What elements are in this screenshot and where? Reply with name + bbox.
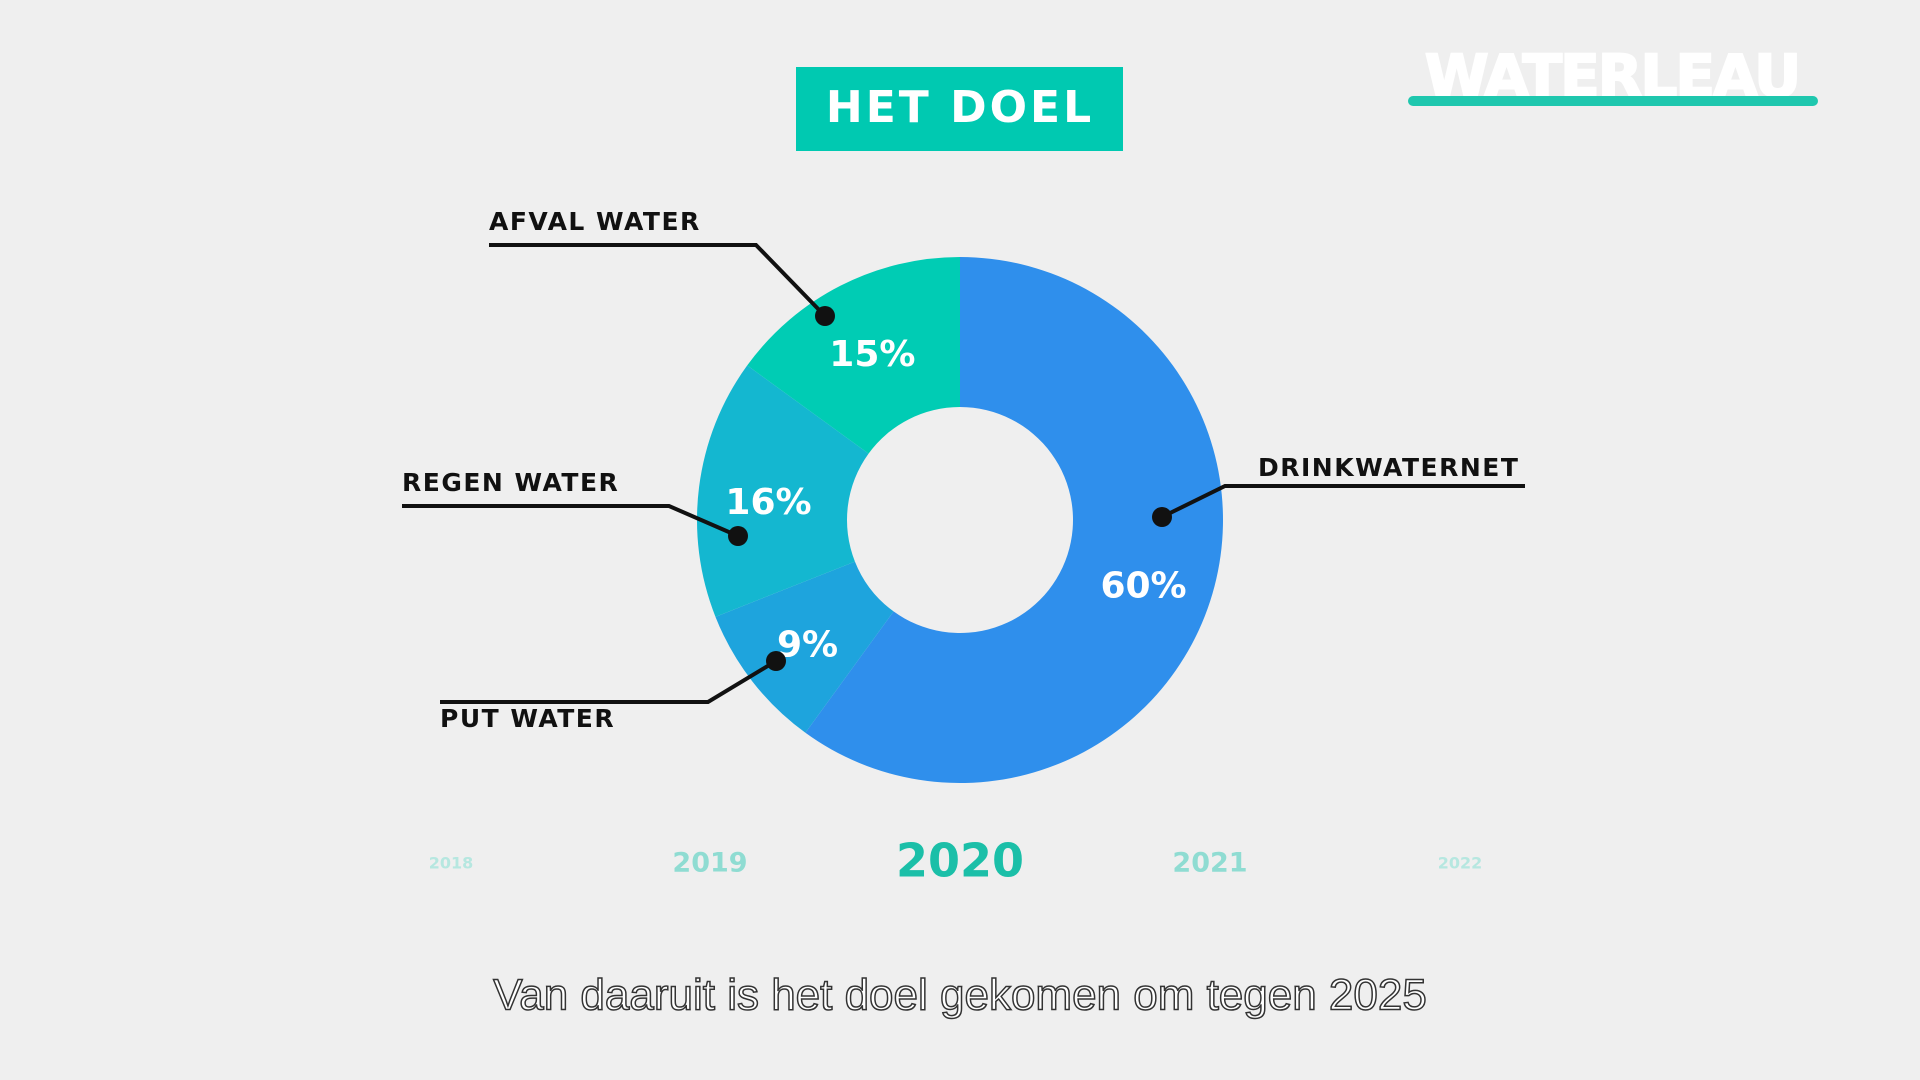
donut-slice [747, 257, 960, 454]
leader-dot [1152, 507, 1172, 527]
timeline: 2018 2019 2020 2021 2022 [429, 834, 1483, 888]
leader-line [440, 659, 778, 704]
category-label: DRINKWATERNET [1258, 453, 1519, 482]
category-label: PUT WATER [440, 704, 615, 733]
year: 2021 [1172, 848, 1247, 879]
leader-line [1161, 484, 1525, 519]
value-label: 15% [829, 334, 915, 375]
leader-line [489, 243, 827, 318]
leader-line [402, 504, 739, 538]
category-label: AFVAL WATER [489, 207, 701, 236]
leader-dot [728, 526, 748, 546]
donut-slice [805, 257, 1223, 783]
leader-dot [766, 651, 786, 671]
caption: Van daaruit is het doel gekomen om tegen… [493, 971, 1427, 1020]
year: 2019 [672, 848, 747, 879]
chart-title: HET DOEL [826, 82, 1094, 133]
logo-underline [1408, 96, 1818, 106]
title-box [796, 67, 1123, 151]
value-label: 60% [1100, 566, 1186, 607]
value-label: 16% [725, 482, 811, 523]
value-label: 9% [777, 624, 838, 665]
donut-slice [715, 561, 894, 733]
category-label: REGEN WATER [402, 468, 619, 497]
leader-dot [815, 306, 835, 326]
year: 2018 [429, 854, 474, 873]
year: 2022 [1438, 854, 1483, 873]
donut-slice [697, 365, 869, 617]
year-current: 2020 [896, 834, 1024, 888]
